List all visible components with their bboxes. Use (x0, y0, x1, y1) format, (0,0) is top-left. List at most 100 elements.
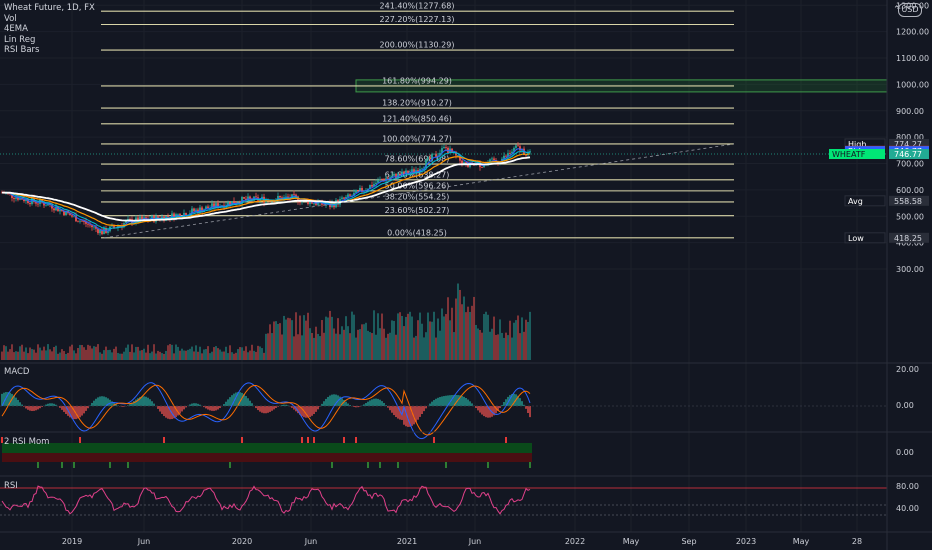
volume-bar (313, 337, 315, 360)
candle-body (79, 220, 81, 222)
tag-value: 418.25 (894, 234, 922, 243)
fib-level-label: 121.40%(850.46) (382, 114, 452, 123)
candle-body (57, 206, 59, 212)
macd-hist (211, 406, 213, 411)
candle-body (157, 215, 159, 219)
volume-bar (53, 347, 55, 360)
macd-hist (433, 400, 435, 406)
volume-bar (181, 348, 183, 360)
volume-bar (365, 322, 367, 360)
tag-name-bg (844, 232, 886, 244)
rsi-mom-spike (445, 462, 447, 468)
volume-bar (369, 332, 371, 360)
symbol-title[interactable]: Wheat Future, 1D, FX (4, 3, 95, 13)
legend-vol[interactable]: Vol (4, 13, 17, 24)
macd-hist (489, 406, 491, 418)
macd-hist (511, 393, 513, 406)
volume-bar (3, 345, 5, 360)
volume-bar (159, 351, 161, 360)
rsi-mom-panel[interactable] (1, 437, 532, 468)
fib-retracement[interactable]: 327.20%(1583.15)314.50%(1537.93)300.00%(… (101, 0, 734, 239)
candle-body (517, 145, 519, 147)
volume-bar (265, 333, 267, 360)
candle-body (405, 170, 407, 175)
macd-hist (169, 406, 171, 420)
macd-hist (343, 399, 345, 406)
volume-bar (505, 332, 507, 360)
volume-bar (45, 350, 47, 360)
macd-panel[interactable] (0, 382, 887, 440)
trend-line[interactable] (0, 143, 887, 239)
volume-bar (353, 314, 355, 360)
macd-hist (459, 395, 461, 406)
macd-hist (405, 406, 407, 427)
time-tick: Sep (681, 537, 696, 546)
rsi-mom-spike (61, 462, 63, 468)
time-axis[interactable]: 2019 Jun 2020 Jun 2021 Jun 2022 May Sep 2023 May 28 (62, 537, 862, 546)
candle-body (47, 203, 49, 206)
macd-hist (47, 403, 49, 406)
time-tick: 2021 (397, 537, 417, 546)
volume-bar (213, 347, 215, 360)
candle-body (417, 170, 419, 172)
rsi-mom-spike (529, 462, 531, 468)
rsi-mom-spike (109, 462, 111, 468)
macd-hist (203, 406, 205, 408)
legend-lin-reg[interactable]: Lin Reg (4, 34, 36, 45)
fib-level-label: 241.40%(1277.68) (380, 2, 455, 11)
legend-rsi-bars[interactable]: RSI Bars (4, 45, 40, 55)
macd-hist (53, 403, 55, 406)
legend-4ema[interactable]: 4EMA (4, 24, 28, 34)
candle-body (359, 187, 361, 191)
candle-body (443, 147, 445, 149)
volume-bar (501, 332, 503, 360)
rsi-mom-title[interactable]: 2 RSI Mom (4, 437, 50, 447)
macd-hist (391, 406, 393, 413)
macd-hist (85, 406, 87, 411)
currency-button[interactable]: USD (898, 3, 922, 17)
candle-body (113, 225, 115, 228)
volume-bar (259, 346, 261, 360)
volume-bar (9, 349, 11, 360)
volume-bar (279, 323, 281, 360)
macd-hist (529, 406, 531, 418)
candle-body (95, 226, 97, 229)
volume-bar (405, 316, 407, 360)
candle-body (69, 213, 71, 216)
volume-bar (117, 352, 119, 360)
candle-body (461, 160, 463, 165)
rsi-panel[interactable] (0, 485, 887, 516)
volume-bar (59, 352, 61, 360)
rsi-title[interactable]: RSI (4, 481, 18, 491)
candle-body (347, 194, 349, 197)
macd-hist (299, 406, 301, 415)
macd-hist (499, 406, 501, 408)
candle-body (185, 213, 187, 216)
macd-hist (407, 406, 409, 427)
macd-title[interactable]: MACD (4, 367, 30, 377)
candle-body (111, 225, 113, 227)
volume-bar (267, 333, 269, 360)
macd-hist (149, 399, 151, 406)
currency-arrow-icon[interactable]: ⌃ (893, 5, 901, 15)
macd-hist (463, 396, 465, 406)
macd-hist (519, 398, 521, 406)
price-axis[interactable]: 1600.001500.001400.001300.001200.001100.… (896, 0, 929, 513)
macd-hist (105, 397, 107, 406)
volume-bar (483, 314, 485, 360)
volume-bar (127, 344, 129, 360)
macd-hist (225, 401, 227, 406)
macd-hist (363, 404, 365, 406)
volume-bar (81, 345, 83, 360)
candle-body (167, 215, 169, 218)
volume-bar (407, 313, 409, 360)
macd-hist (231, 395, 233, 406)
macd-hist (143, 396, 145, 406)
panel-tick: 40.00 (896, 504, 919, 513)
volume-bar (453, 332, 455, 360)
macd-hist (69, 406, 71, 418)
volume-bar (317, 333, 319, 360)
macd-hist (301, 406, 303, 417)
